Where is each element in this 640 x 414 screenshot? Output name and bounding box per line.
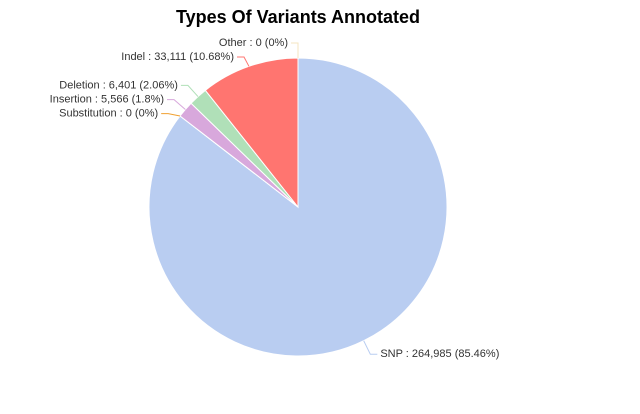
data-label: Deletion : 6,401 (2.06%) [59,79,178,91]
data-label: Substitution : 0 (0%) [59,108,158,120]
leader-line [291,42,299,58]
leader-line [167,99,186,110]
data-label: Indel : 33,111 (10.68%) [121,51,234,63]
chart-title: Types Of Variants Annotated [176,7,420,27]
leader-line [363,340,378,355]
data-label: Insertion : 5,566 (1.8%) [50,94,164,106]
leader-line [180,84,199,97]
leader-line [161,113,181,117]
pie-slice [204,57,299,209]
data-label: SNP : 264,985 (85.46%) [380,348,499,360]
leader-line [237,56,250,67]
data-label: Other : 0 (0%) [219,37,288,49]
